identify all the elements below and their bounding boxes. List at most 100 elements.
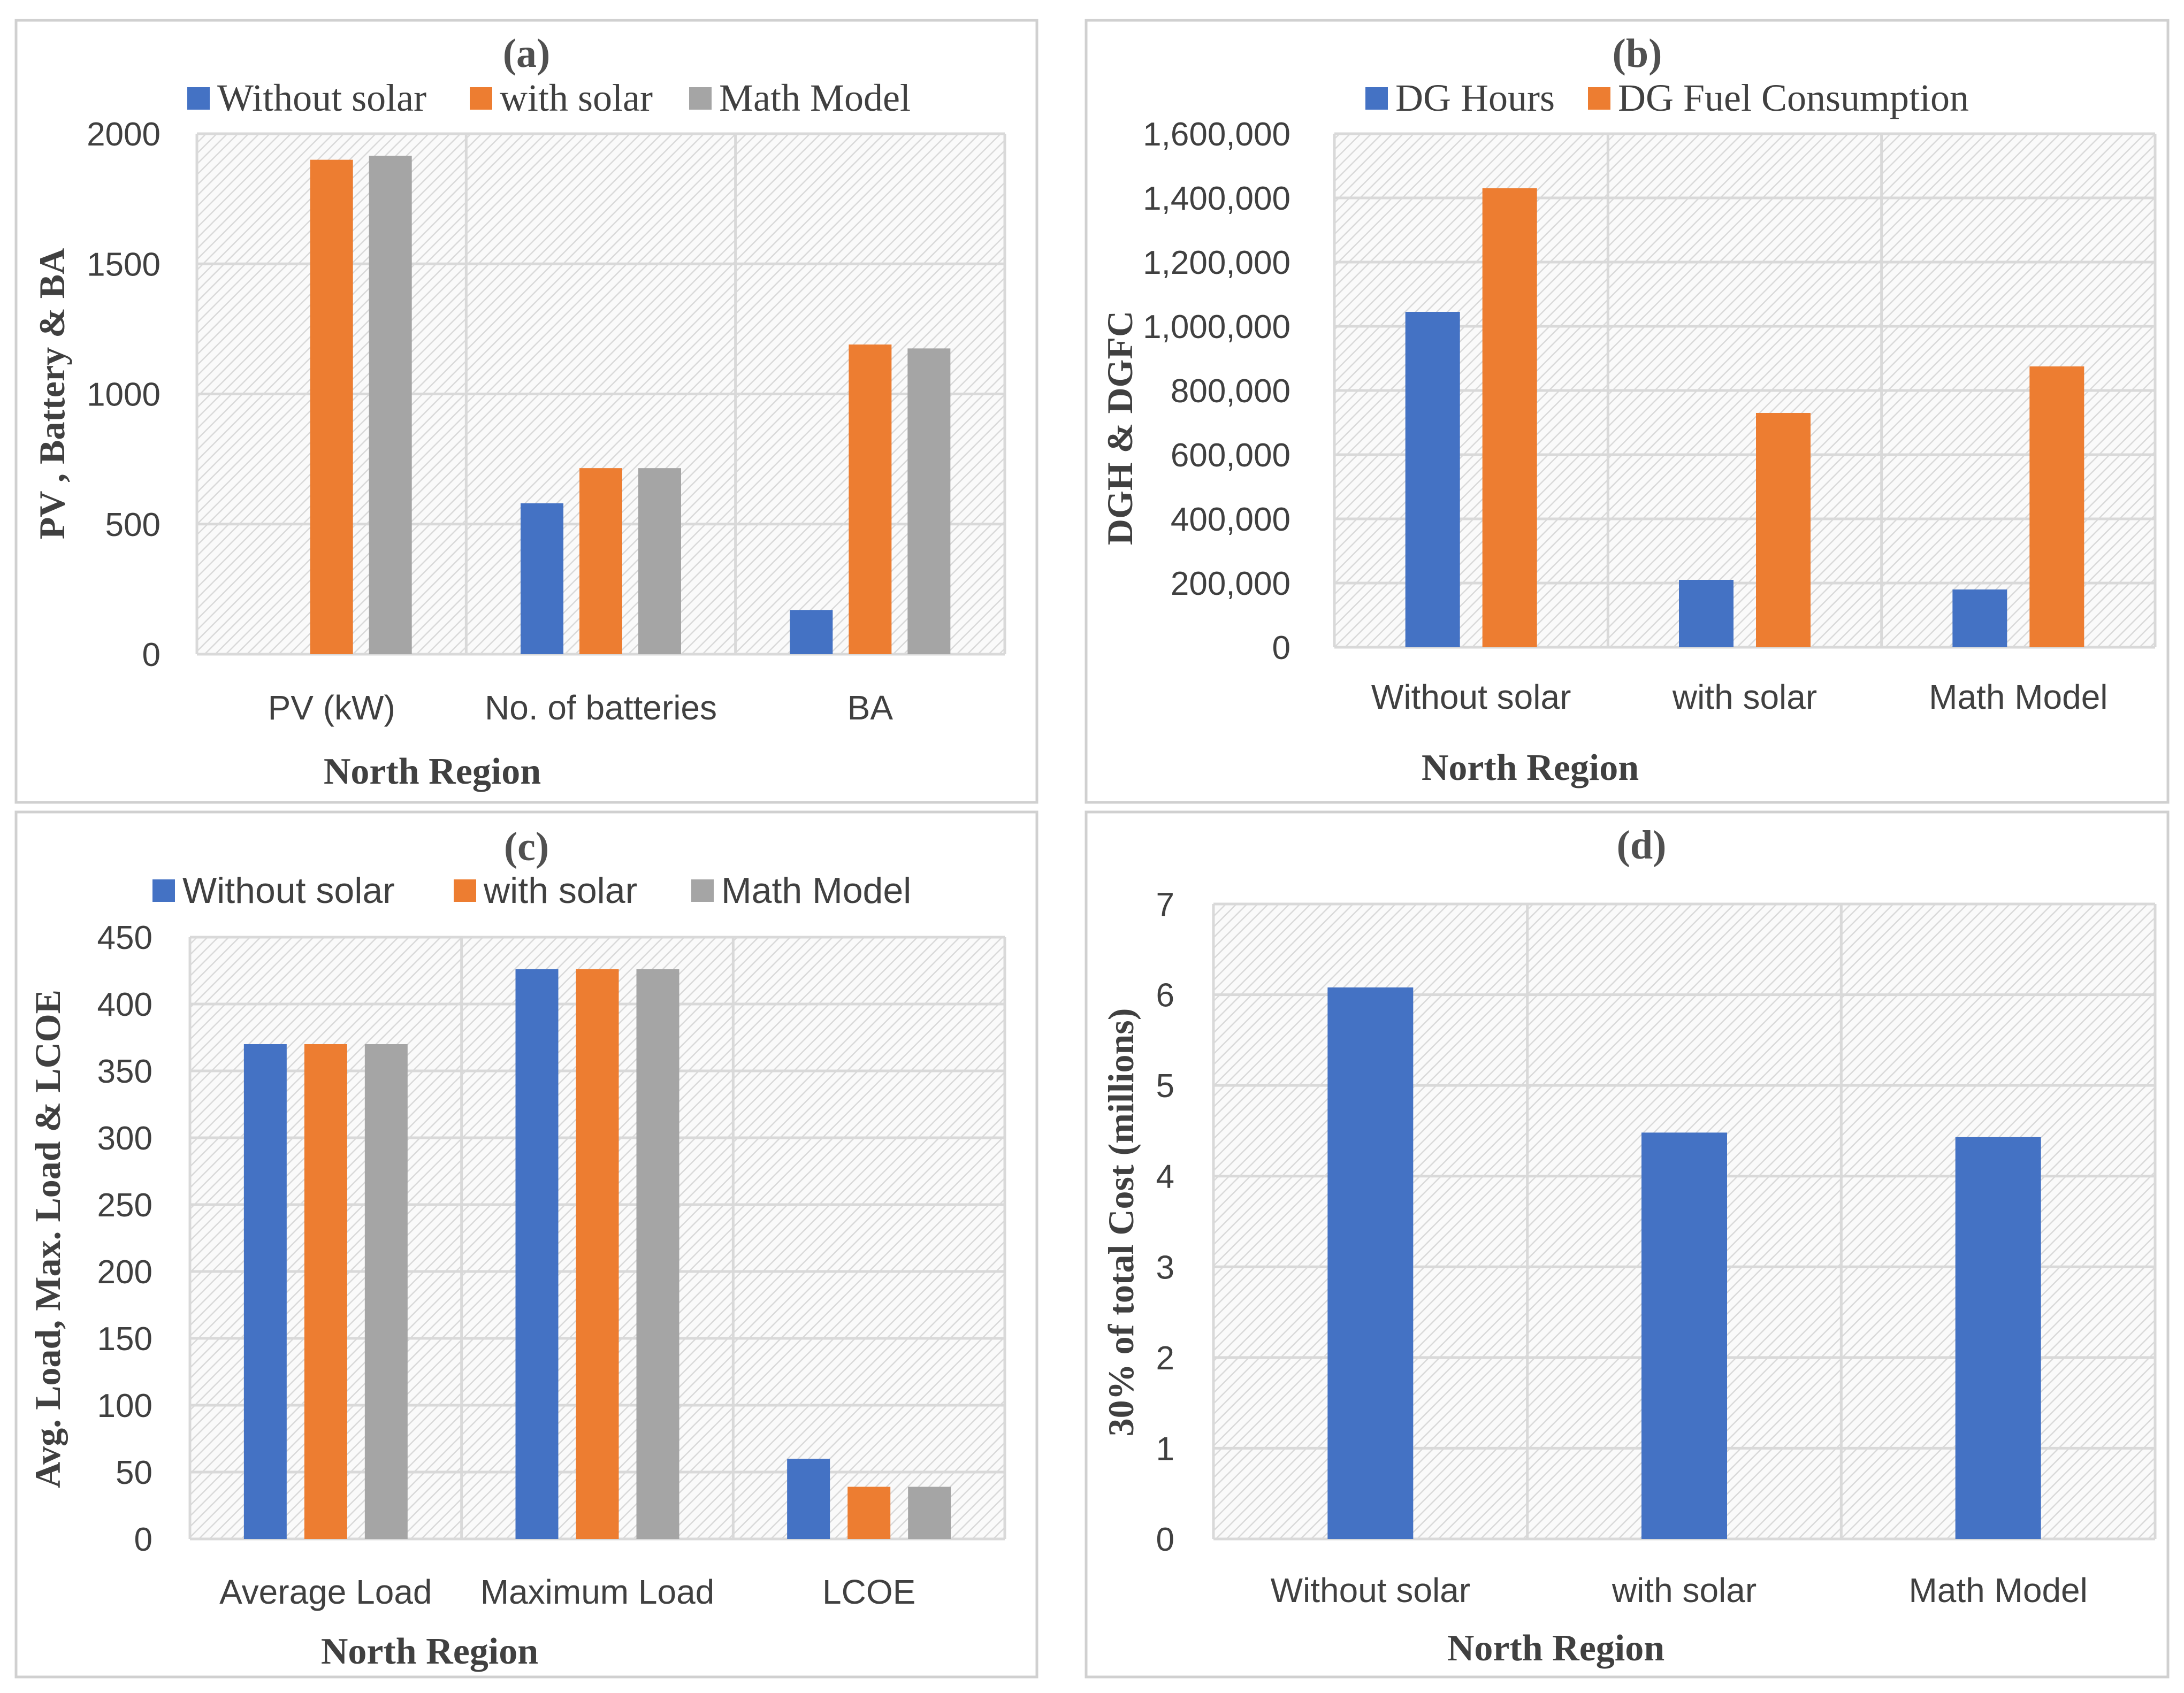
y-tick-label: 600,000	[1171, 437, 1290, 474]
bar-math-model-0	[364, 1044, 408, 1539]
legend-label: Without solar	[182, 870, 395, 911]
panel-a-bars	[310, 156, 951, 654]
y-tick-label: 400,000	[1171, 501, 1290, 538]
bar-dg-hours-0	[1405, 312, 1460, 647]
legend-swatch	[691, 879, 714, 902]
panel-a-y-ticks: 0 500 1000 1500 2000	[87, 116, 161, 673]
y-tick-label: 2	[1156, 1340, 1174, 1377]
bar-with-solar-2	[847, 1487, 891, 1539]
bar-math-model-0	[369, 156, 412, 654]
bar-dg-fuel-consumption-1	[1756, 413, 1811, 647]
bar-without-solar-1	[515, 969, 559, 1539]
y-tick-label: 500	[105, 507, 161, 543]
y-tick-label: 450	[97, 920, 152, 956]
y-tick-label: 0	[142, 637, 161, 673]
panel-c-bars	[243, 969, 951, 1539]
category-label: with solar	[1612, 1571, 1757, 1610]
legend-label: with solar	[500, 76, 653, 119]
panel-b-bars	[1405, 188, 2084, 647]
bar-with-solar-1	[579, 468, 622, 654]
y-tick-label: 50	[116, 1454, 152, 1491]
category-label: No. of batteries	[485, 688, 717, 727]
panel-b-legend: DG Hours DG Fuel Consumption	[1365, 76, 1969, 119]
panel-b-x-axis-label: North Region	[1422, 747, 1639, 788]
y-tick-label: 1	[1156, 1430, 1174, 1467]
y-tick-label: 0	[1272, 630, 1290, 667]
y-tick-label: 1,600,000	[1143, 116, 1290, 153]
panel-c-title: (c)	[504, 824, 549, 869]
y-tick-label: 1000	[87, 377, 161, 413]
legend-swatch	[1365, 87, 1388, 110]
y-tick-label: 100	[97, 1388, 152, 1424]
panel-a-legend: Without solar with solar Math Model	[187, 76, 911, 119]
bar-math-model-2	[907, 348, 951, 654]
bar-without-solar-2	[790, 610, 833, 654]
y-tick-label: 250	[97, 1187, 152, 1224]
panel-a-x-axis-label: North Region	[324, 751, 541, 792]
y-tick-label: 300	[97, 1120, 152, 1157]
y-tick-label: 2000	[87, 116, 161, 153]
panel-c-legend: Without solar with solar Math Model	[152, 870, 911, 911]
panel-d-x-axis-label: North Region	[1447, 1628, 1664, 1669]
legend-label: Math Model	[719, 76, 911, 119]
y-tick-label: 1,200,000	[1143, 244, 1290, 281]
y-tick-label: 5	[1156, 1068, 1174, 1105]
panel-d-bars	[1327, 987, 2041, 1539]
panel-b-grid	[1333, 132, 2157, 649]
category-label: Average Load	[219, 1573, 432, 1611]
panel-d-y-ticks: 0 1 2 3 4 5 6 7	[1156, 886, 1174, 1558]
legend-swatch	[689, 87, 712, 110]
panel-c-y-axis-label: Avg. Load, Max. Load & LCOE	[27, 990, 68, 1488]
bar-math-model-1	[638, 468, 681, 654]
panel-b-categories: Without solar with solar Math Model	[1371, 678, 2108, 716]
bar-without-solar-1	[521, 503, 563, 654]
y-tick-label: 4	[1156, 1159, 1174, 1196]
y-tick-label: 1,000,000	[1143, 309, 1290, 346]
panel-d-y-axis-label: 30% of total Cost (millions)	[1101, 1008, 1141, 1437]
bar-without-solar-2	[787, 1459, 830, 1539]
bar-with-solar-0	[310, 159, 353, 654]
y-tick-label: 1,400,000	[1143, 180, 1290, 217]
panel-b-title: (b)	[1613, 31, 1662, 76]
panel-d-categories: Without solar with solar Math Model	[1271, 1571, 2088, 1610]
panel-b-y-ticks: 0 200,000 400,000 600,000 800,000 1,000,000 1,…	[1143, 116, 1290, 667]
panel-c: (c) Without solar with solar Math Model 0 5…	[14, 810, 1038, 1679]
panel-b: (b) DG Hours DG Fuel Consumption 0 200,000…	[1085, 19, 2170, 804]
y-tick-label: 1500	[87, 246, 161, 283]
category-label: LCOE	[822, 1573, 915, 1611]
bar-dg-fuel-consumption-0	[1482, 188, 1537, 647]
y-tick-label: 350	[97, 1053, 152, 1090]
bar-with-solar-1	[576, 969, 619, 1539]
bar-with-solar-0	[304, 1044, 347, 1539]
panel-d-title: (d)	[1617, 823, 1667, 868]
y-tick-label: 3	[1156, 1249, 1174, 1286]
y-tick-label: 200,000	[1171, 565, 1290, 602]
bar-30-of-total-cost-millions--0	[1327, 987, 1414, 1539]
bar-30-of-total-cost-millions--1	[1641, 1132, 1727, 1539]
category-label: Math Model	[1908, 1571, 2087, 1610]
bar-without-solar-0	[243, 1044, 287, 1539]
legend-label: with solar	[483, 870, 637, 911]
panel-d: (d) 0 1 2 3 4 5 6 7 Without solar with solar Math…	[1085, 810, 2170, 1679]
y-tick-label: 200	[97, 1254, 152, 1291]
legend-label: Without solar	[217, 76, 426, 119]
y-tick-label: 400	[97, 986, 152, 1023]
category-label: with solar	[1672, 678, 1817, 716]
panel-a-y-axis-label: PV , Battery & BA	[32, 248, 72, 540]
legend-swatch	[470, 87, 492, 110]
y-tick-label: 150	[97, 1321, 152, 1358]
bar-dg-hours-2	[1952, 589, 2007, 647]
panel-a: (a) Without solar with solar Math Model 0 5…	[14, 19, 1038, 804]
panel-b-y-axis-label: DGH & DGFC	[1099, 311, 1140, 545]
panel-c-categories: Average Load Maximum Load LCOE	[219, 1573, 915, 1611]
panel-a-title: (a)	[503, 31, 551, 76]
bar-with-solar-2	[849, 344, 892, 654]
category-label: Without solar	[1271, 1571, 1470, 1610]
legend-swatch	[187, 87, 210, 110]
bar-math-model-2	[908, 1487, 951, 1539]
legend-label: DG Fuel Consumption	[1618, 76, 1969, 119]
bar-dg-fuel-consumption-2	[2029, 366, 2084, 647]
bar-math-model-1	[636, 969, 679, 1539]
panel-c-y-ticks: 0 50 100 150 200 250 300 350 400 450	[97, 920, 152, 1558]
